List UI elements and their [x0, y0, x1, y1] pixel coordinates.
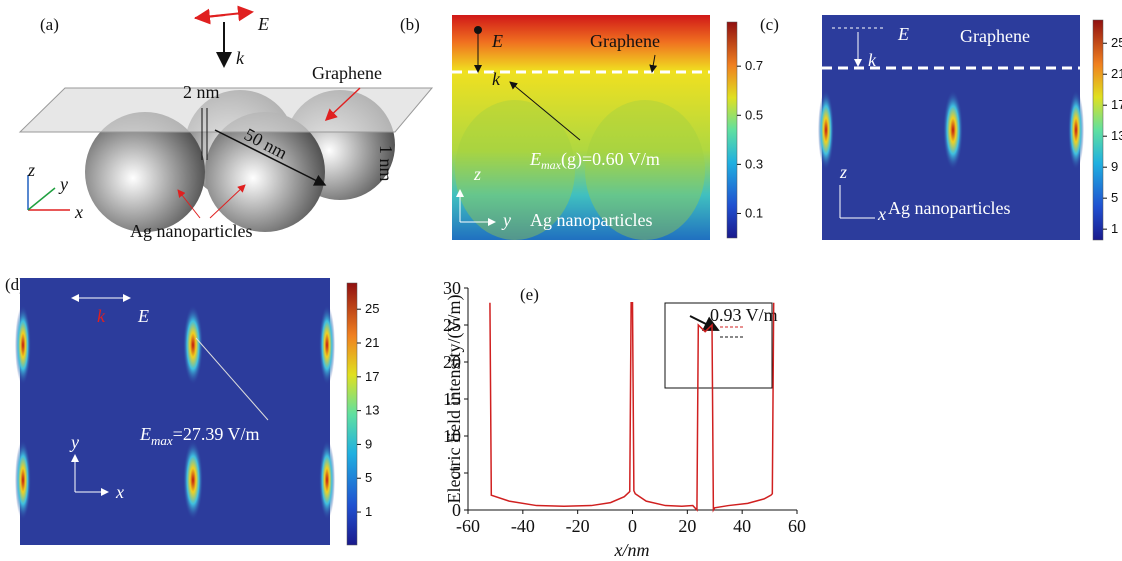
y-tick-label: 10	[443, 426, 461, 446]
axis-z: z	[473, 164, 481, 184]
colorbar-tick-label: 1	[365, 504, 372, 519]
panel-d: (d) k E Emax=27.39 V/m y x	[5, 275, 335, 545]
svg-text:Emax(g)=0.60 V/m: Emax(g)=0.60 V/m	[529, 149, 660, 172]
y-tick-label: 25	[443, 315, 461, 335]
emax-sub: max	[541, 158, 562, 172]
axis-x: x	[877, 204, 886, 224]
y-tick-label: 0	[452, 500, 461, 520]
axis-x: x	[115, 482, 124, 502]
label-graphene: Graphene	[312, 63, 382, 83]
x-axis-label: x/nm	[614, 540, 650, 560]
label-k: k	[492, 69, 501, 89]
label-k: k	[868, 50, 877, 70]
label-gap: 2 nm	[183, 82, 220, 102]
emax-sub: max	[151, 433, 173, 448]
y-tick-label: 20	[443, 352, 461, 372]
label-e: E	[257, 14, 269, 34]
label-particles: Ag nanoparticles	[530, 210, 652, 230]
x-tick-label: -60	[456, 516, 480, 536]
axis-x: x	[74, 202, 83, 222]
panel-label: (c)	[760, 15, 779, 34]
x-tick-label: -40	[511, 516, 535, 536]
colorbar-tick-label: 1	[1111, 221, 1118, 236]
colorbar-tick-label: 21	[365, 335, 379, 350]
panel-e: (e) x/nm Electric field intensity/(V/m) …	[444, 285, 778, 560]
label-e: E	[897, 24, 909, 44]
colorbar-tick-label: 21	[1111, 66, 1122, 81]
label-e: E	[137, 306, 149, 326]
colorbar-tick-label: 0.3	[745, 156, 763, 171]
y-tick-label: 5	[452, 463, 461, 483]
axis-y: y	[69, 432, 79, 452]
label-particles: Ag nanoparticles	[130, 221, 252, 241]
colorbar-tick-label: 9	[365, 436, 372, 451]
svg-text:Emax=27.39 V/m: Emax=27.39 V/m	[139, 424, 260, 448]
x-tick-label: 0	[628, 516, 637, 536]
x-tick-label: -20	[566, 516, 590, 536]
annotation: 0.93 V/m	[710, 305, 778, 325]
colorbar-tick-label: 17	[1111, 97, 1122, 112]
axis-z: z	[839, 162, 847, 182]
label-graphene: Graphene	[960, 26, 1030, 46]
axis-y: y	[58, 174, 68, 194]
label-graphene: Graphene	[590, 31, 660, 51]
panel-label: (e)	[520, 285, 539, 304]
colorbar	[1092, 19, 1104, 241]
colorbar-tick-label: 5	[1111, 190, 1118, 205]
label-e: E	[491, 31, 503, 51]
colorbar-tick-label: 0.1	[745, 205, 763, 220]
colorbar-tick-label: 13	[365, 403, 379, 418]
colorbar-tick-label: 9	[1111, 159, 1118, 174]
x-tick-label: 60	[788, 516, 806, 536]
panel-b: (b) E k Graphene Emax(g)=0.60 V/m z y Ag…	[400, 15, 710, 240]
colorbar-tick-label: 5	[365, 470, 372, 485]
data-line	[489, 302, 775, 513]
label-k: k	[97, 306, 106, 326]
x-tick-label: 20	[678, 516, 696, 536]
x-tick-label: 40	[733, 516, 751, 536]
label-k: k	[236, 48, 245, 68]
colorbar-tick-label: 0.7	[745, 58, 763, 73]
axis-y: y	[501, 210, 511, 230]
emax-value: (g)=0.60 V/m	[561, 149, 660, 170]
colorbar-tick-label: 25	[1111, 35, 1122, 50]
emax-e: E	[139, 424, 151, 444]
emax-e: E	[529, 149, 541, 169]
y-axis-label: Electric field intensity/(V/m)	[444, 295, 465, 504]
colorbar-tick-label: 13	[1111, 128, 1122, 143]
emax-value: =27.39 V/m	[173, 424, 260, 444]
panel-c: (c) E k Graphene z x Ag nanoparticles	[760, 15, 1084, 240]
colorbar	[726, 21, 738, 239]
panel-label: (d)	[5, 275, 25, 294]
colorbar-tick-label: 17	[365, 369, 379, 384]
y-tick-label: 15	[443, 389, 461, 409]
label-particles: Ag nanoparticles	[888, 198, 1010, 218]
panel-label: (a)	[40, 15, 59, 34]
colorbar-tick-label: 0.5	[745, 107, 763, 122]
axis-z: z	[27, 160, 35, 180]
panel-label: (b)	[400, 15, 420, 34]
panel-a: (a) E k Graphene 2 nm 1 nm 50 nm Ag nano…	[18, 5, 434, 241]
y-tick-label: 30	[443, 278, 461, 298]
colorbar	[346, 282, 358, 546]
colorbar-tick-label: 25	[365, 301, 379, 316]
label-thickness: 1 nm	[376, 145, 396, 182]
